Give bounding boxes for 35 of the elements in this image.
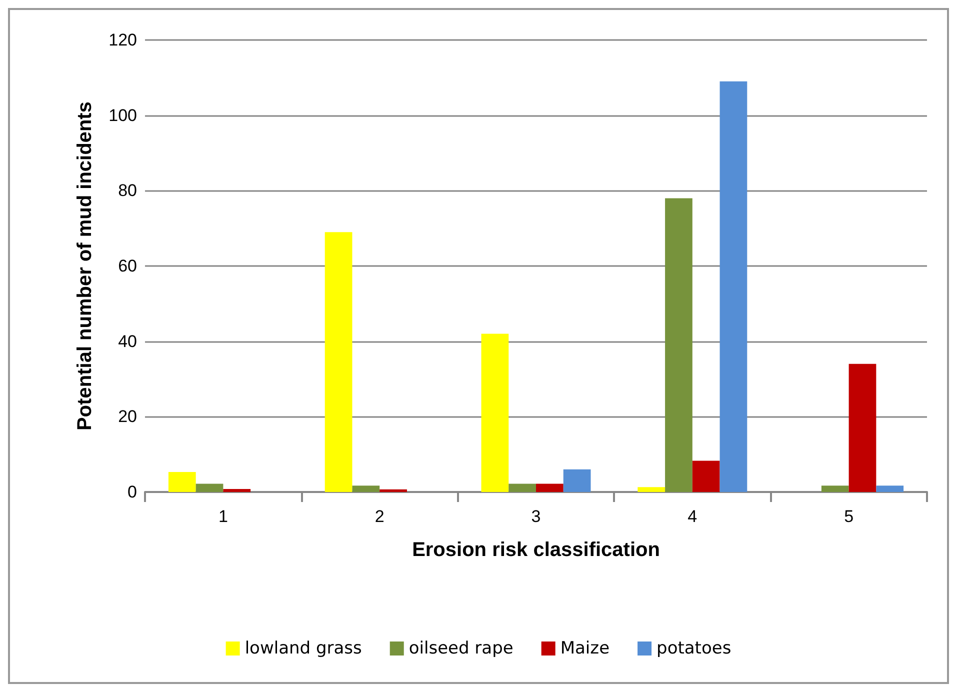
bar (536, 484, 564, 492)
bar (848, 364, 876, 492)
bar (352, 486, 380, 492)
legend-label: oilseed rape (408, 638, 514, 658)
y-tick-label: 100 (108, 106, 137, 125)
bar (223, 488, 251, 492)
bar (168, 472, 196, 492)
bar (821, 486, 849, 492)
x-tick-label: 1 (218, 507, 228, 526)
legend-label: lowland grass (244, 638, 362, 658)
bar (324, 232, 352, 492)
y-axis-title: Potential number of mud incidents (74, 102, 96, 430)
bar (508, 484, 536, 492)
bar (563, 469, 591, 492)
bar (481, 334, 509, 492)
y-tick-label: 40 (118, 332, 137, 351)
bar (196, 484, 224, 492)
y-tick-label: 80 (118, 181, 137, 200)
y-tick-label: 0 (128, 482, 137, 502)
x-tick-label: 5 (844, 507, 854, 526)
y-tick-label: 120 (108, 30, 137, 50)
bar (876, 486, 904, 492)
bar (720, 81, 748, 492)
y-tick-label: 20 (118, 407, 137, 426)
x-tick-label: 2 (374, 507, 384, 526)
y-tick-label: 60 (118, 256, 137, 276)
x-tick-label: 3 (531, 507, 541, 526)
legend-label: potatoes (656, 638, 732, 658)
bar (692, 460, 720, 492)
legend-label: Maize (560, 638, 610, 658)
x-tick-label: 4 (688, 507, 698, 526)
bar (665, 198, 692, 492)
x-axis-title: Erosion risk classification (412, 539, 660, 561)
bar (380, 489, 407, 492)
bar (638, 487, 666, 492)
